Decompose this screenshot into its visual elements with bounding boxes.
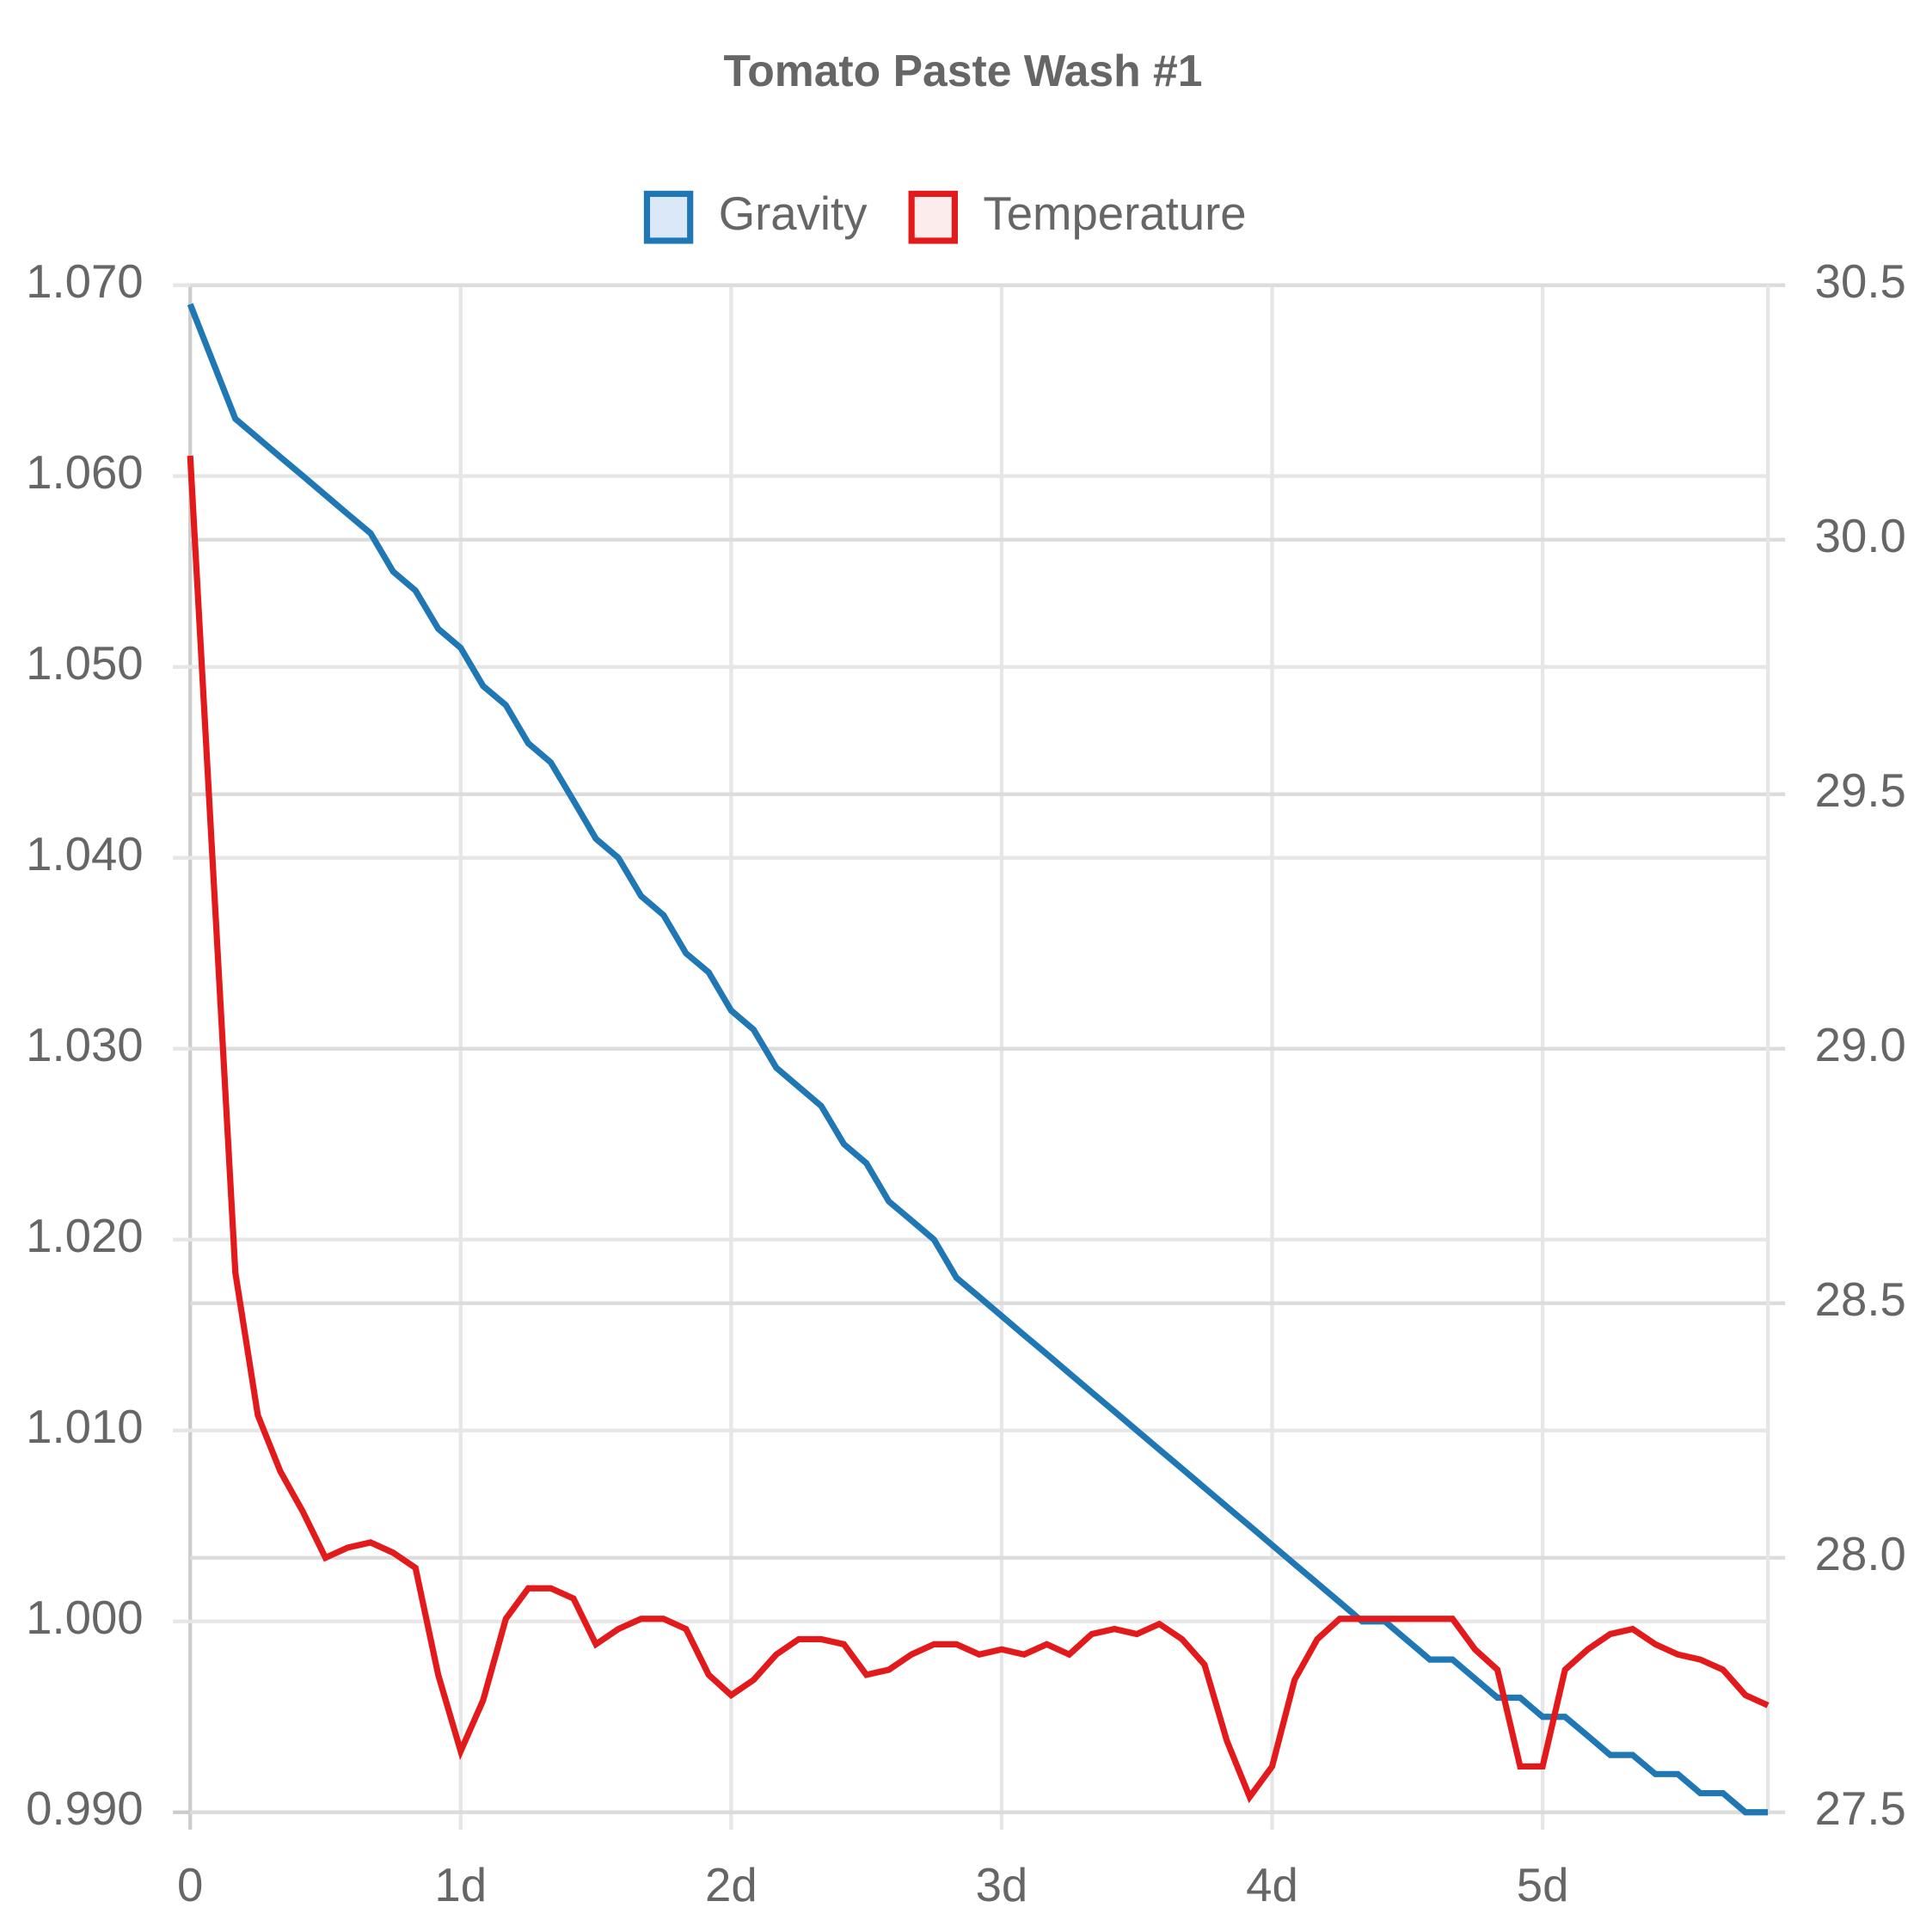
y-tick-label: 1.020 — [26, 1210, 144, 1262]
y2-tick-label: 28.5 — [1815, 1273, 1906, 1326]
data-line — [187, 455, 1770, 1804]
y-tick-label: 1.070 — [26, 255, 144, 308]
chart-title: Tomato Paste Wash #1 — [723, 46, 1202, 95]
y2-tick-label: 30.0 — [1815, 510, 1906, 562]
y2-tick-label: 27.5 — [1815, 1782, 1906, 1835]
x-tick-label: 3d — [976, 1859, 1028, 1911]
legend-swatch[interactable] — [643, 190, 694, 244]
data-line — [187, 303, 1769, 1816]
y-tick-label: 1.040 — [26, 828, 144, 880]
y-tick-label: 1.050 — [26, 637, 144, 690]
x-tick-label: 0 — [177, 1859, 203, 1911]
y2-tick-label: 30.5 — [1815, 255, 1906, 308]
x-tick-label: 1d — [434, 1859, 487, 1911]
y2-tick-label: 29.5 — [1815, 764, 1906, 817]
legend-swatch[interactable] — [908, 190, 958, 244]
y-tick-label: 1.030 — [26, 1019, 144, 1071]
legend-label[interactable]: Temperature — [983, 187, 1246, 240]
y2-tick-label: 29.0 — [1815, 1019, 1906, 1071]
legend-label[interactable]: Gravity — [719, 187, 868, 240]
y-tick-label: 1.000 — [26, 1592, 144, 1644]
x-tick-label: 2d — [705, 1859, 758, 1911]
y-tick-label: 1.010 — [26, 1401, 144, 1453]
x-tick-label: 4d — [1246, 1859, 1298, 1911]
x-tick-label: 5d — [1517, 1859, 1569, 1911]
y-tick-label: 0.990 — [26, 1782, 144, 1835]
y2-tick-label: 28.0 — [1815, 1528, 1906, 1580]
y-tick-label: 1.060 — [26, 446, 144, 499]
